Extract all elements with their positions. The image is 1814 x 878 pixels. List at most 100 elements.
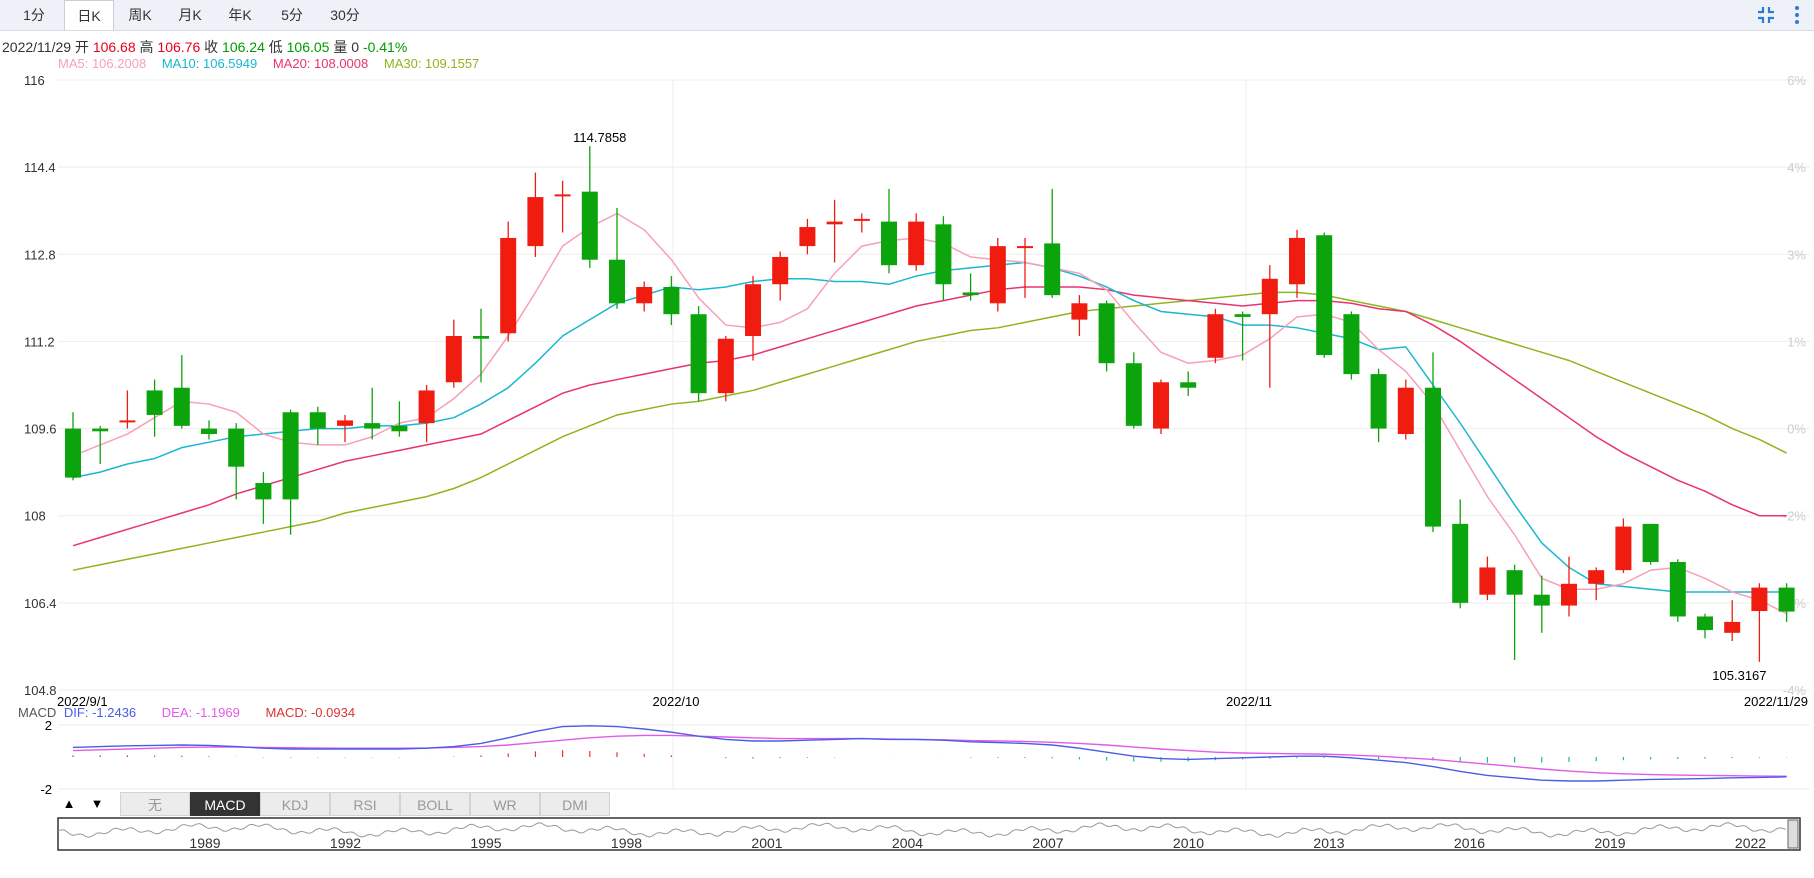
y-tick-label: 116 <box>24 73 45 88</box>
candle-body <box>799 227 816 247</box>
overview-year-label: 1995 <box>470 835 501 851</box>
tab-daily-k[interactable]: 日K <box>64 0 114 30</box>
y-tick-right-label: 1% <box>1787 334 1806 349</box>
candle-body <box>119 420 136 423</box>
candle-body <box>1071 303 1088 320</box>
overview-year-label: 2010 <box>1173 835 1204 851</box>
candle-body <box>1669 562 1686 617</box>
tab-yearly-k[interactable]: 年K <box>228 7 252 23</box>
overview-year-label: 2013 <box>1313 835 1344 851</box>
tab-1min[interactable]: 1分 <box>23 7 45 23</box>
x-label: 2022/11/29 <box>1744 694 1808 709</box>
overview-trace <box>57 822 1787 838</box>
overview-year-label: 2007 <box>1032 835 1063 851</box>
candle-body <box>255 483 272 500</box>
candle-body <box>636 286 653 304</box>
tab-5min[interactable]: 5分 <box>281 7 303 23</box>
ma20-legend: MA20: 108.0008 <box>272 56 369 71</box>
candle-body <box>826 221 843 225</box>
candle-body <box>1207 314 1224 358</box>
candle-body <box>690 314 707 394</box>
candle-body <box>1234 314 1251 317</box>
macd-legend: MACD DIF: -1.2436 DEA: -1.1969 MACD: -0.… <box>18 705 377 720</box>
candle-body <box>1615 526 1632 571</box>
candle-body <box>881 221 897 266</box>
candle-body <box>1697 616 1713 631</box>
indicator-tab-wr[interactable]: WR <box>470 792 540 816</box>
candle-body <box>173 387 190 426</box>
candle-body <box>989 246 1006 304</box>
overview-year-label: 2016 <box>1454 835 1485 851</box>
indicator-tab-none[interactable]: 无 <box>120 792 190 816</box>
candle-body <box>1479 567 1496 595</box>
indicator-tab-boll[interactable]: BOLL <box>400 792 470 816</box>
ohlc-readout: 2022/11/29 开 106.68 高 106.76 收 106.24 低 … <box>2 37 407 57</box>
tab-weekly-k[interactable]: 周K <box>128 7 152 23</box>
ma30-line <box>72 291 1787 571</box>
candle-body <box>663 286 680 315</box>
candle-body <box>1017 246 1033 249</box>
ma10-legend: MA10: 106.5949 <box>161 56 258 71</box>
close-value: 106.24 <box>222 39 265 55</box>
candle-body <box>1561 583 1577 606</box>
candle-body <box>717 338 734 394</box>
candle-body <box>1261 278 1278 315</box>
y-tick-label: 108 <box>24 509 46 524</box>
y-tick-right-label: 4% <box>1787 160 1806 175</box>
indicator-tab-dmi[interactable]: DMI <box>540 792 610 816</box>
low-value: 106.05 <box>286 39 330 55</box>
scroll-down-icon[interactable]: ▼ <box>90 796 104 811</box>
tab-monthly-k[interactable]: 月K <box>178 7 202 23</box>
tab-30min[interactable]: 30分 <box>330 7 360 23</box>
y-tick-label: 104.8 <box>24 683 57 698</box>
candle-body <box>500 237 517 334</box>
more-vertical-icon[interactable] <box>1792 4 1802 26</box>
high-annotation: 114.7858 <box>573 130 626 145</box>
y-tick-right-label: 6% <box>1787 73 1806 88</box>
overview-year-label: 2019 <box>1594 835 1625 851</box>
candle-body <box>554 194 571 197</box>
candle-body <box>1778 587 1795 612</box>
quote-date: 2022/11/29 <box>2 39 72 55</box>
candle-body <box>1289 237 1305 285</box>
ma10-line <box>72 261 1787 593</box>
candle-body <box>1533 594 1550 606</box>
candle-body <box>935 224 952 285</box>
y-tick-label: 112.8 <box>24 247 56 262</box>
indicator-tab-kdj[interactable]: KDJ <box>260 792 330 816</box>
candle-body <box>445 335 462 383</box>
candle-body <box>65 428 81 478</box>
x-label: 2022/10 <box>653 694 700 709</box>
macd-y-tick: -2 <box>40 782 52 797</box>
ma30-legend: MA30: 109.1557 <box>383 56 480 71</box>
candle-body <box>1370 374 1387 429</box>
candle-body <box>1153 382 1169 429</box>
overview-year-label: 1998 <box>611 835 642 851</box>
dif-legend: DIF: -1.2436 <box>63 705 137 720</box>
overview-year-label: 1989 <box>189 835 220 851</box>
candle-body <box>527 197 544 247</box>
scroll-up-icon[interactable]: ▲ <box>62 796 76 811</box>
dea-line <box>72 734 1787 777</box>
candle-body <box>1343 314 1360 375</box>
candle-body <box>282 412 299 500</box>
overview-year-label: 2001 <box>751 835 782 851</box>
y-tick-label: 106.4 <box>24 596 57 611</box>
ma5-line <box>72 212 1787 615</box>
candle-body <box>772 257 789 285</box>
open-value: 106.68 <box>92 39 136 55</box>
ma-legend: MA5: 106.2008 MA10: 106.5949 MA20: 108.0… <box>58 56 491 71</box>
candle-body <box>201 428 217 435</box>
high-value: 106.76 <box>157 39 201 55</box>
indicator-tab-rsi[interactable]: RSI <box>330 792 400 816</box>
y-tick-label: 109.6 <box>24 422 57 437</box>
candle-body <box>364 423 381 429</box>
candle-body <box>1452 523 1469 603</box>
collapse-icon[interactable] <box>1756 5 1776 25</box>
candle-body <box>1044 243 1061 296</box>
low-annotation: 105.3167 <box>1712 668 1766 683</box>
candle-body <box>1397 387 1414 435</box>
indicator-tab-macd[interactable]: MACD <box>190 792 260 816</box>
candle-body <box>1316 235 1333 356</box>
